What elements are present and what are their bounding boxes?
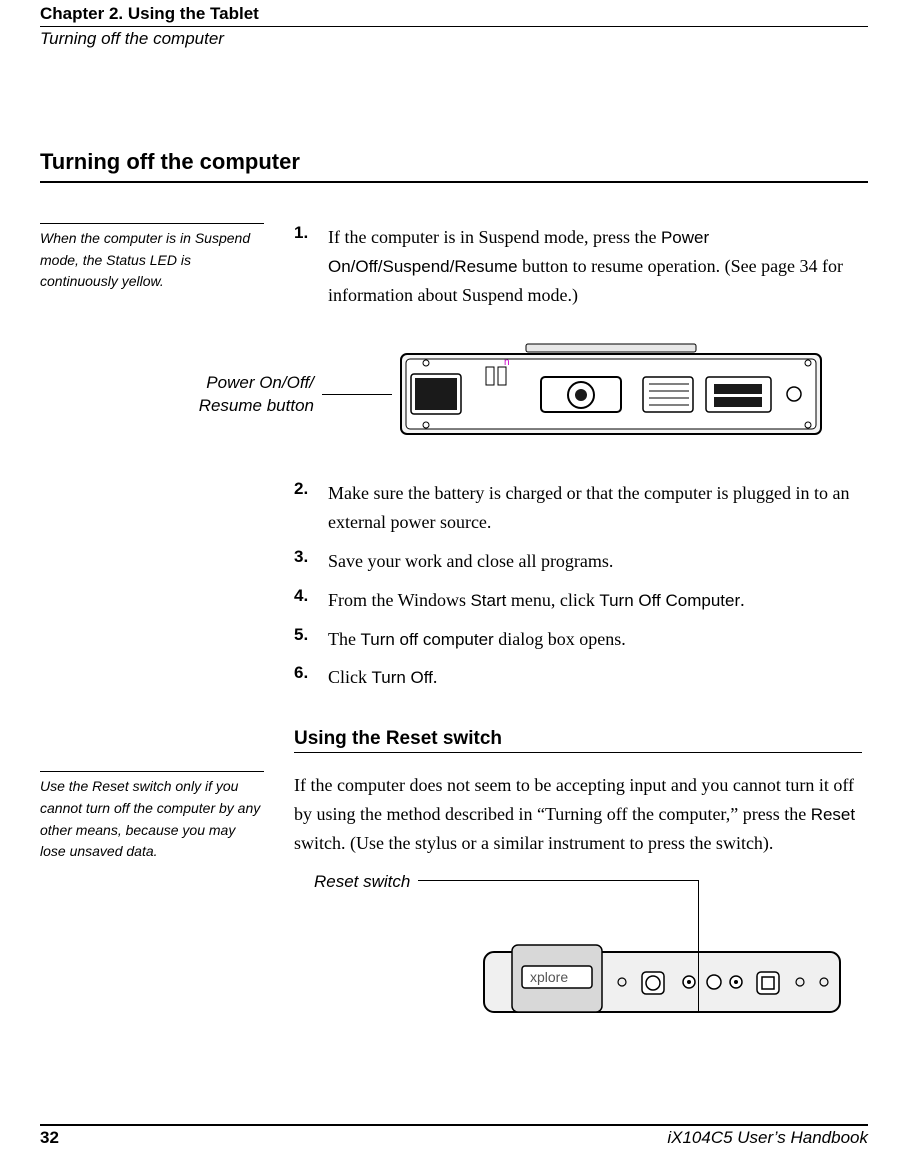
page-footer: 32 iX104C5 User’s Handbook: [40, 1124, 868, 1148]
text-fragment: If the computer is in Suspend mode, pres…: [328, 227, 661, 247]
margin-note-1: When the computer is in Suspend mode, th…: [40, 223, 264, 293]
step-6: 6. Click Turn Off.: [294, 663, 862, 692]
ui-term: Start: [470, 591, 506, 610]
figure-label: Reset switch: [314, 872, 410, 892]
step-number: 1.: [294, 223, 328, 309]
step-2: 2. Make sure the battery is charged or t…: [294, 479, 862, 537]
ui-term: Reset: [811, 805, 855, 824]
reset-paragraph: If the computer does not seem to be acce…: [294, 771, 862, 857]
section-title: Turning off the computer: [40, 149, 868, 183]
content-block-1: When the computer is in Suspend mode, th…: [40, 223, 868, 753]
handbook-title: iX104C5 User’s Handbook: [667, 1128, 868, 1148]
device-side-view-icon: n: [396, 339, 826, 449]
text-fragment: menu, click: [506, 590, 599, 610]
callout-line: [322, 394, 392, 395]
step-number: 2.: [294, 479, 328, 537]
figure-label: Power On/Off/ Resume button: [164, 371, 314, 419]
text-fragment: .: [433, 667, 438, 687]
step-5: 5. The Turn off computer dialog box open…: [294, 625, 862, 654]
subsection-title: Using the Reset switch: [294, 728, 862, 753]
step-text: If the computer is in Suspend mode, pres…: [328, 223, 862, 309]
text-fragment: Click: [328, 667, 372, 687]
step-text: From the Windows Start menu, click Turn …: [328, 586, 745, 615]
page-number: 32: [40, 1128, 59, 1148]
ui-term: Turn Off Computer: [599, 591, 740, 610]
brand-text: xplore: [530, 969, 568, 985]
figure-reset-switch: Reset switch xplore: [314, 872, 862, 1027]
step-text: Click Turn Off.: [328, 663, 437, 692]
text-fragment: switch. (Use the stylus or a similar ins…: [294, 833, 773, 853]
ui-term: Turn Off: [372, 668, 433, 687]
chapter-title: Chapter 2. Using the Tablet: [40, 4, 868, 27]
step-3: 3. Save your work and close all programs…: [294, 547, 862, 576]
header-subtitle: Turning off the computer: [40, 29, 868, 49]
step-number: 3.: [294, 547, 328, 576]
step-number: 6.: [294, 663, 328, 692]
device-top-view-icon: xplore: [482, 942, 842, 1022]
step-number: 5.: [294, 625, 328, 654]
text-fragment: The: [328, 629, 360, 649]
step-text: Make sure the battery is charged or that…: [328, 479, 862, 537]
label-line: Power On/Off/: [206, 373, 314, 392]
text-fragment: dialog box opens.: [494, 629, 626, 649]
svg-text:n: n: [504, 357, 510, 368]
margin-note-2: Use the Reset switch only if you cannot …: [40, 771, 264, 863]
text-fragment: .: [740, 590, 745, 610]
figure-power-button: Power On/Off/ Resume button n: [164, 339, 862, 449]
text-fragment: If the computer does not seem to be acce…: [294, 775, 854, 824]
callout-line: [418, 872, 862, 882]
ui-term: Turn off computer: [360, 630, 493, 649]
page-header: Chapter 2. Using the Tablet Turning off …: [40, 0, 868, 49]
step-text: Save your work and close all programs.: [328, 547, 613, 576]
label-line: Resume button: [199, 396, 314, 415]
step-number: 4.: [294, 586, 328, 615]
step-1: 1. If the computer is in Suspend mode, p…: [294, 223, 862, 309]
step-text: The Turn off computer dialog box opens.: [328, 625, 626, 654]
step-4: 4. From the Windows Start menu, click Tu…: [294, 586, 862, 615]
content-block-2: Use the Reset switch only if you cannot …: [40, 771, 868, 1026]
text-fragment: From the Windows: [328, 590, 470, 610]
